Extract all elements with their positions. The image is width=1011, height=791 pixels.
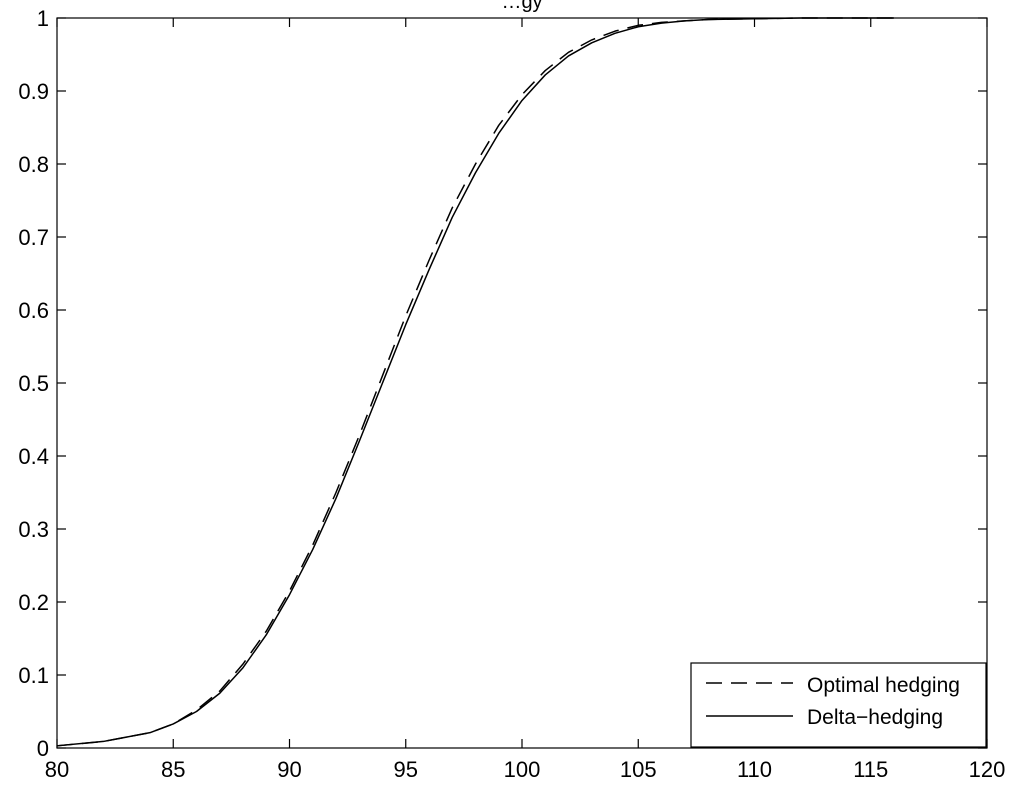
y-tick-labels: 0 0.1 0.2 0.3 0.4 0.5 0.6 0.7 0.8 0.9 1 bbox=[18, 6, 49, 761]
x-tick-label: 85 bbox=[161, 757, 185, 782]
y-tick-label: 0.4 bbox=[18, 444, 49, 469]
legend-box bbox=[690, 662, 987, 748]
chart-title: …gy bbox=[501, 0, 542, 13]
plot-area bbox=[56, 17, 988, 749]
x-tick-label: 120 bbox=[969, 757, 1006, 782]
tick-marks bbox=[56, 17, 988, 749]
y-tick-label: 0 bbox=[37, 736, 49, 761]
y-tick-label: 0.9 bbox=[18, 79, 49, 104]
y-tick-label: 0.7 bbox=[18, 225, 49, 250]
y-tick-label: 0.8 bbox=[18, 152, 49, 177]
x-tick-label: 105 bbox=[620, 757, 657, 782]
legend: Optimal hedging Delta−hedging bbox=[690, 662, 987, 748]
plot-background bbox=[57, 18, 987, 748]
legend-label-delta: Delta−hedging bbox=[807, 706, 943, 729]
x-tick-label: 110 bbox=[737, 757, 772, 782]
x-tick-label: 90 bbox=[277, 757, 301, 782]
y-tick-label: 1 bbox=[37, 6, 49, 31]
x-tick-label: 80 bbox=[45, 757, 69, 782]
y-tick-label: 0.6 bbox=[18, 298, 49, 323]
y-tick-label: 0.2 bbox=[18, 590, 49, 615]
series-layer bbox=[56, 17, 894, 747]
series-line-delta-hedging bbox=[56, 17, 894, 747]
x-tick-label: 95 bbox=[394, 757, 418, 782]
x-tick-labels: 80 85 90 95 100 105 110 115 120 bbox=[45, 757, 1006, 782]
x-tick-label: 100 bbox=[504, 757, 541, 782]
legend-label-optimal: Optimal hedging bbox=[807, 674, 960, 697]
y-tick-label: 0.5 bbox=[18, 371, 49, 396]
x-tick-label: 115 bbox=[853, 757, 888, 782]
plot-frame bbox=[56, 17, 988, 749]
y-tick-label: 0.3 bbox=[18, 517, 49, 542]
y-tick-label: 0.1 bbox=[18, 663, 49, 688]
